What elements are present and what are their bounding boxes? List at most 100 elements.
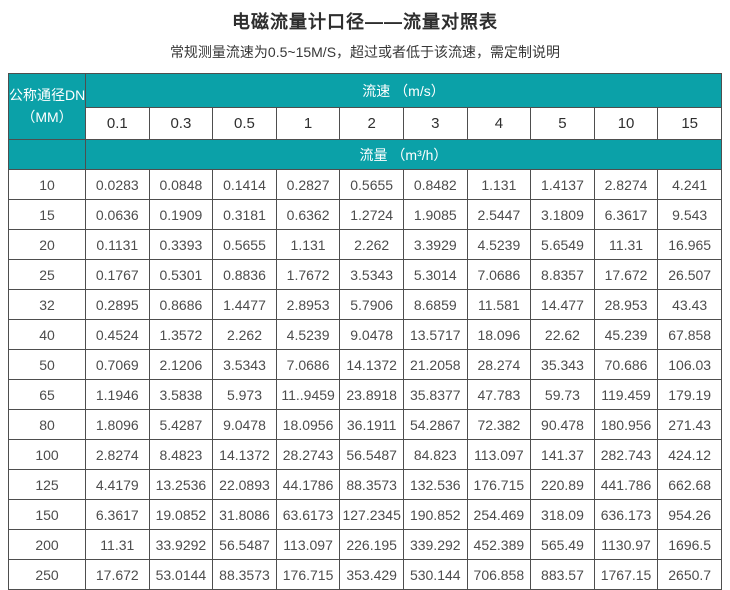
flow-value-cell: 4.241 — [657, 169, 722, 200]
flow-value-cell: 2.8953 — [275, 289, 341, 320]
page-subtitle: 常规测量流速为0.5~15M/S，超过或者低于该流速，需定制说明 — [169, 44, 561, 60]
flow-value-cell: 441.786 — [593, 469, 659, 500]
flow-value-cell: 0.5301 — [148, 259, 214, 290]
flow-value-cell: 1130.97 — [593, 529, 659, 560]
flow-value-cell: 1.1946 — [85, 379, 150, 410]
flow-value-cell: 17.672 — [593, 259, 659, 290]
flow-value-cell: 318.09 — [530, 499, 595, 530]
flow-value-cell: 9.543 — [657, 199, 722, 230]
table-row: 50 0.7069 2.1206 3.5343 7.0686 14.1372 21.2058… — [8, 349, 722, 380]
corner-header-line2: （MM） — [21, 108, 73, 125]
flow-header-row: 流量 （m³/h） — [8, 139, 722, 170]
table-row: 80 1.8096 5.4287 9.0478 18.0956 36.1911 54.286… — [8, 409, 722, 440]
flow-value-cell: 1.7672 — [275, 259, 341, 290]
flow-value-cell: 28.274 — [466, 349, 532, 380]
flow-value-cell: 5.973 — [212, 379, 277, 410]
flow-value-cell: 3.3929 — [402, 229, 468, 260]
table-row: 65 1.1946 3.5838 5.973 11..9459 23.8918 35.837… — [8, 379, 722, 410]
flow-value-cell: 883.57 — [530, 559, 595, 590]
flow-value-cell: 3.5838 — [148, 379, 214, 410]
table-body: 10 0.0283 0.0848 0.1414 0.2827 0.5655 0.8482 1.… — [8, 169, 722, 590]
flow-value-cell: 1.131 — [466, 169, 532, 200]
flow-value-cell: 1.9085 — [402, 199, 468, 230]
flow-value-cell: 1.131 — [275, 229, 341, 260]
flow-value-cell: 271.43 — [657, 409, 722, 440]
dn-cell: 25 — [8, 259, 86, 290]
flow-value-cell: 3.5343 — [212, 349, 277, 380]
dn-cell: 32 — [8, 289, 86, 320]
velocity-column-header-cell: 5 — [530, 107, 595, 140]
velocity-column-header-cell: 1 — [275, 107, 341, 140]
flow-value-cell: 47.783 — [466, 379, 532, 410]
velocity-column-header-cell: 2 — [339, 107, 404, 140]
flow-value-cell: 0.1131 — [85, 229, 150, 260]
flow-value-cell: 0.2827 — [275, 169, 341, 200]
flow-value-cell: 339.292 — [402, 529, 468, 560]
flow-value-cell: 530.144 — [402, 559, 468, 590]
flow-value-cell: 0.1909 — [148, 199, 214, 230]
flow-value-cell: 565.49 — [530, 529, 595, 560]
flow-value-cell: 954.26 — [657, 499, 722, 530]
flow-value-cell: 5.4287 — [148, 409, 214, 440]
flow-value-cell: 7.0686 — [275, 349, 341, 380]
flow-value-cell: 0.8686 — [148, 289, 214, 320]
flow-value-cell: 2650.7 — [657, 559, 722, 590]
table-row: 100 2.8274 8.4823 14.1372 28.2743 56.5487 84.8… — [8, 439, 722, 470]
flow-value-cell: 0.7069 — [85, 349, 150, 380]
flow-value-cell: 18.096 — [466, 319, 532, 350]
flow-value-cell: 22.62 — [530, 319, 595, 350]
table-row: 10 0.0283 0.0848 0.1414 0.2827 0.5655 0.8482 1.… — [8, 169, 722, 200]
flow-value-cell: 254.469 — [466, 499, 532, 530]
flow-value-cell: 180.956 — [593, 409, 659, 440]
flow-value-cell: 0.1414 — [212, 169, 277, 200]
flow-value-cell: 28.2743 — [275, 439, 341, 470]
flow-value-cell: 26.507 — [657, 259, 722, 290]
flow-value-cell: 6.3617 — [593, 199, 659, 230]
flow-value-cell: 53.0144 — [148, 559, 214, 590]
flow-value-cell: 0.2895 — [85, 289, 150, 320]
flow-value-cell: 282.743 — [593, 439, 659, 470]
table-row: 40 0.4524 1.3572 2.262 4.5239 9.0478 13.5717 18… — [8, 319, 722, 350]
flow-value-cell: 662.68 — [657, 469, 722, 500]
velocity-column-header-cell: 0.3 — [148, 107, 214, 140]
flow-value-cell: 11..9459 — [275, 379, 341, 410]
flow-value-cell: 59.73 — [530, 379, 595, 410]
flow-value-cell: 4.5239 — [275, 319, 341, 350]
dn-cell: 250 — [8, 559, 86, 590]
velocity-column-header-cell: 0.1 — [85, 107, 150, 140]
flow-value-cell: 220.89 — [530, 469, 595, 500]
flow-value-cell: 1.2724 — [339, 199, 404, 230]
flow-value-cell: 45.239 — [593, 319, 659, 350]
table-row: 150 6.3617 19.0852 31.8086 63.6173 127.2345 19… — [8, 499, 722, 530]
flow-value-cell: 90.478 — [530, 409, 595, 440]
dn-cell: 50 — [8, 349, 86, 380]
dn-cell: 15 — [8, 199, 86, 230]
flow-value-cell: 0.0283 — [85, 169, 150, 200]
flow-comparison-table: 公称通径DN （MM） 流速 （m/s） 0.1 0.3 0.5 1 2 3 4 5 10 15 … — [8, 73, 722, 590]
flow-value-cell: 106.03 — [657, 349, 722, 380]
table-header: 公称通径DN （MM） 流速 （m/s） 0.1 0.3 0.5 1 2 3 4 5 10 15 … — [8, 73, 722, 170]
velocity-header-row: 公称通径DN （MM） 流速 （m/s） — [8, 73, 722, 140]
flow-value-cell: 4.4179 — [85, 469, 150, 500]
flow-header-cell: 流量 （m³/h） — [85, 139, 722, 170]
flow-value-cell: 141.37 — [530, 439, 595, 470]
flow-value-cell: 636.173 — [593, 499, 659, 530]
flow-value-cell: 56.5487 — [212, 529, 277, 560]
flow-value-cell: 84.823 — [402, 439, 468, 470]
flow-value-cell: 8.6859 — [402, 289, 468, 320]
flow-value-cell: 0.8482 — [402, 169, 468, 200]
corner-header-line1: 公称通径DN — [9, 86, 86, 103]
flow-value-cell: 2.5447 — [466, 199, 532, 230]
corner-header-cell: 公称通径DN （MM） — [8, 73, 86, 140]
dn-cell: 125 — [8, 469, 86, 500]
flow-value-cell: 17.672 — [85, 559, 150, 590]
flow-value-cell: 56.5487 — [339, 439, 404, 470]
flow-value-cell: 63.6173 — [275, 499, 341, 530]
velocity-values-row: 0.1 0.3 0.5 1 2 3 4 5 10 15 — [9, 107, 722, 140]
flow-value-cell: 22.0893 — [212, 469, 277, 500]
flow-value-cell: 21.2058 — [402, 349, 468, 380]
flow-value-cell: 0.5655 — [212, 229, 277, 260]
velocity-header-cell: 流速 （m/s） — [85, 73, 722, 108]
flow-value-cell: 1.4477 — [212, 289, 277, 320]
flow-value-cell: 14.477 — [530, 289, 595, 320]
